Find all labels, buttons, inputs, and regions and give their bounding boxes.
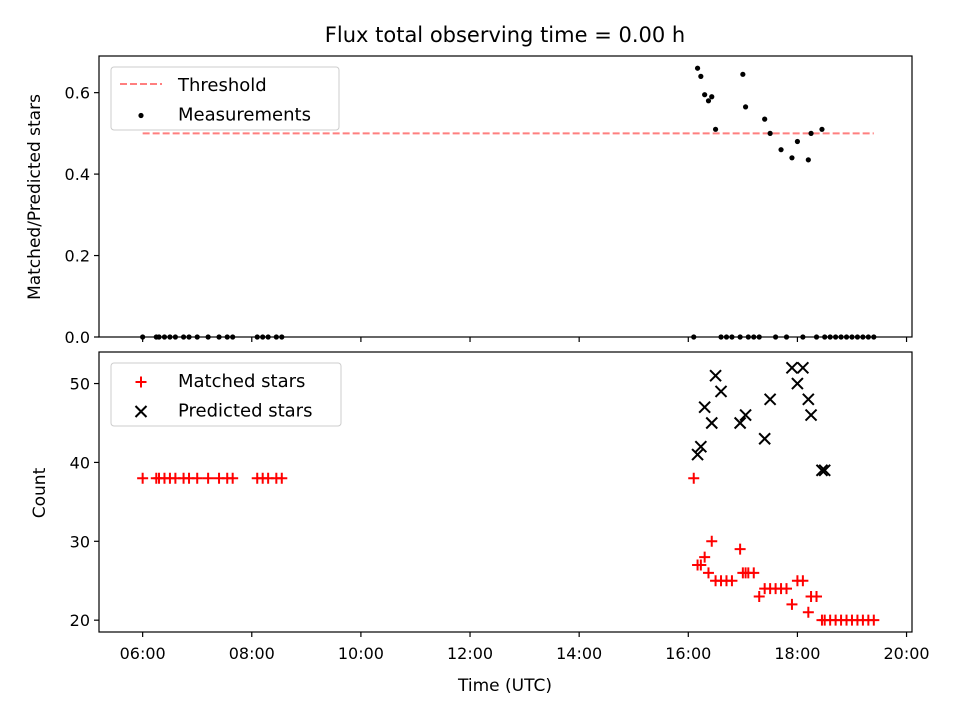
predicted-star-point [815,464,829,477]
matched-star-point [191,472,203,484]
top-legend: Threshold Measurements [110,66,340,131]
predicted-star-point [739,408,752,422]
top-y-axis-label: Matched/Predicted stars [25,94,45,300]
matched-star-point [797,575,809,587]
predicted-star-point [709,369,722,382]
top-legend-box [110,66,340,131]
measurement-point [808,130,814,136]
bottom-legend: Matched stars Predicted stars [110,362,342,427]
matched-star-point [811,591,823,603]
predicted-star-point [691,448,704,461]
matched-star-point [753,591,765,603]
legend-matched-swatch [135,376,147,388]
matched-star-point [868,614,880,626]
matched-star-point [726,575,738,587]
bottom-legend-box [110,362,342,427]
measurement-point [694,65,701,71]
legend-entry-label: Matched stars [178,371,305,392]
predicted-star-point [791,377,804,390]
matched-star-point [734,543,746,555]
legend-measurement-swatch [138,112,144,119]
predicted-star-point [802,393,815,406]
matched-star-point [802,606,814,618]
measurement-point [762,116,768,122]
bottom-y-tick-label: 40 [70,453,90,472]
matched-star-point [702,567,714,579]
bottom-x-tick-label: 10:00 [338,644,384,663]
plot-layer: 0.0 0.2 0.4 0.6 Threshold Measurements 20 30 40 5… [65,55,930,663]
measurement-point [698,73,704,79]
bottom-x-tick-label: 08:00 [229,644,275,663]
predicted-star-point [694,440,708,453]
measurement-point [709,94,715,100]
matched-star-point [137,472,149,484]
measurement-point [767,130,773,136]
predicted-star-point [733,416,747,430]
predicted-star-point [758,432,771,445]
matched-star-point [688,472,700,484]
measurement-point [702,92,708,98]
matched-star-point [706,535,718,547]
bottom-x-tick-label: 16:00 [665,644,711,663]
predicted-star-point [698,401,711,414]
bottom-y-tick-label: 50 [70,375,90,394]
measurement-point [789,155,795,161]
top-y-tick-label: 0.4 [65,165,90,184]
predicted-star-point [818,464,831,477]
measurement-point [705,98,712,104]
predicted-star-point [804,408,818,422]
measurement-point [805,157,811,163]
measurement-point [794,138,801,145]
matched-star-point [227,472,239,484]
matched-star-point [276,472,288,484]
measurement-point [712,126,719,132]
matched-star-point [695,559,707,571]
matched-star-point [786,598,798,610]
predicted-star-point [763,393,777,406]
predicted-star-point [714,385,728,398]
matched-star-point [781,583,793,595]
predicted-star-point [785,361,799,374]
measurement-point [819,126,825,132]
legend-entry-label: Threshold [177,75,267,96]
matched-star-point [699,551,711,563]
measurement-point [740,71,746,77]
bottom-x-tick-label: 06:00 [120,644,166,663]
legend-entry-label: Measurements [178,105,311,126]
predicted-star-point [705,416,718,430]
predicted-star-point [796,361,810,374]
bottom-y-tick-label: 30 [70,532,90,551]
bottom-y-axis-label: Count [30,467,50,518]
bottom-x-tick-label: 18:00 [774,644,820,663]
top-y-tick-label: 0.0 [65,328,90,347]
top-panel: 0.0 0.2 0.4 0.6 Threshold Measurements [65,55,913,347]
bottom-x-tick-label: 20:00 [883,644,929,663]
chart-title: Flux total observing time = 0.00 h [325,23,685,47]
measurement-point [742,104,749,110]
bottom-panel: 20 30 40 50 06:00 08:00 10:00 12:00 14:00 16:00 18… [70,351,930,663]
matched-star-point [748,567,760,579]
matched-star-point [202,472,214,484]
top-y-tick-label: 0.2 [65,247,90,266]
top-plot-frame [98,55,913,338]
bottom-x-tick-label: 12:00 [447,644,493,663]
measurement-point [778,147,784,153]
x-axis-label: Time (UTC) [457,676,552,696]
bottom-y-tick-label: 20 [70,611,90,630]
bottom-plot-frame [98,351,913,633]
bottom-x-tick-label: 14:00 [556,644,602,663]
legend-predicted-swatch [134,405,148,418]
legend-entry-label: Predicted stars [178,401,312,422]
top-y-tick-label: 0.6 [65,84,90,103]
